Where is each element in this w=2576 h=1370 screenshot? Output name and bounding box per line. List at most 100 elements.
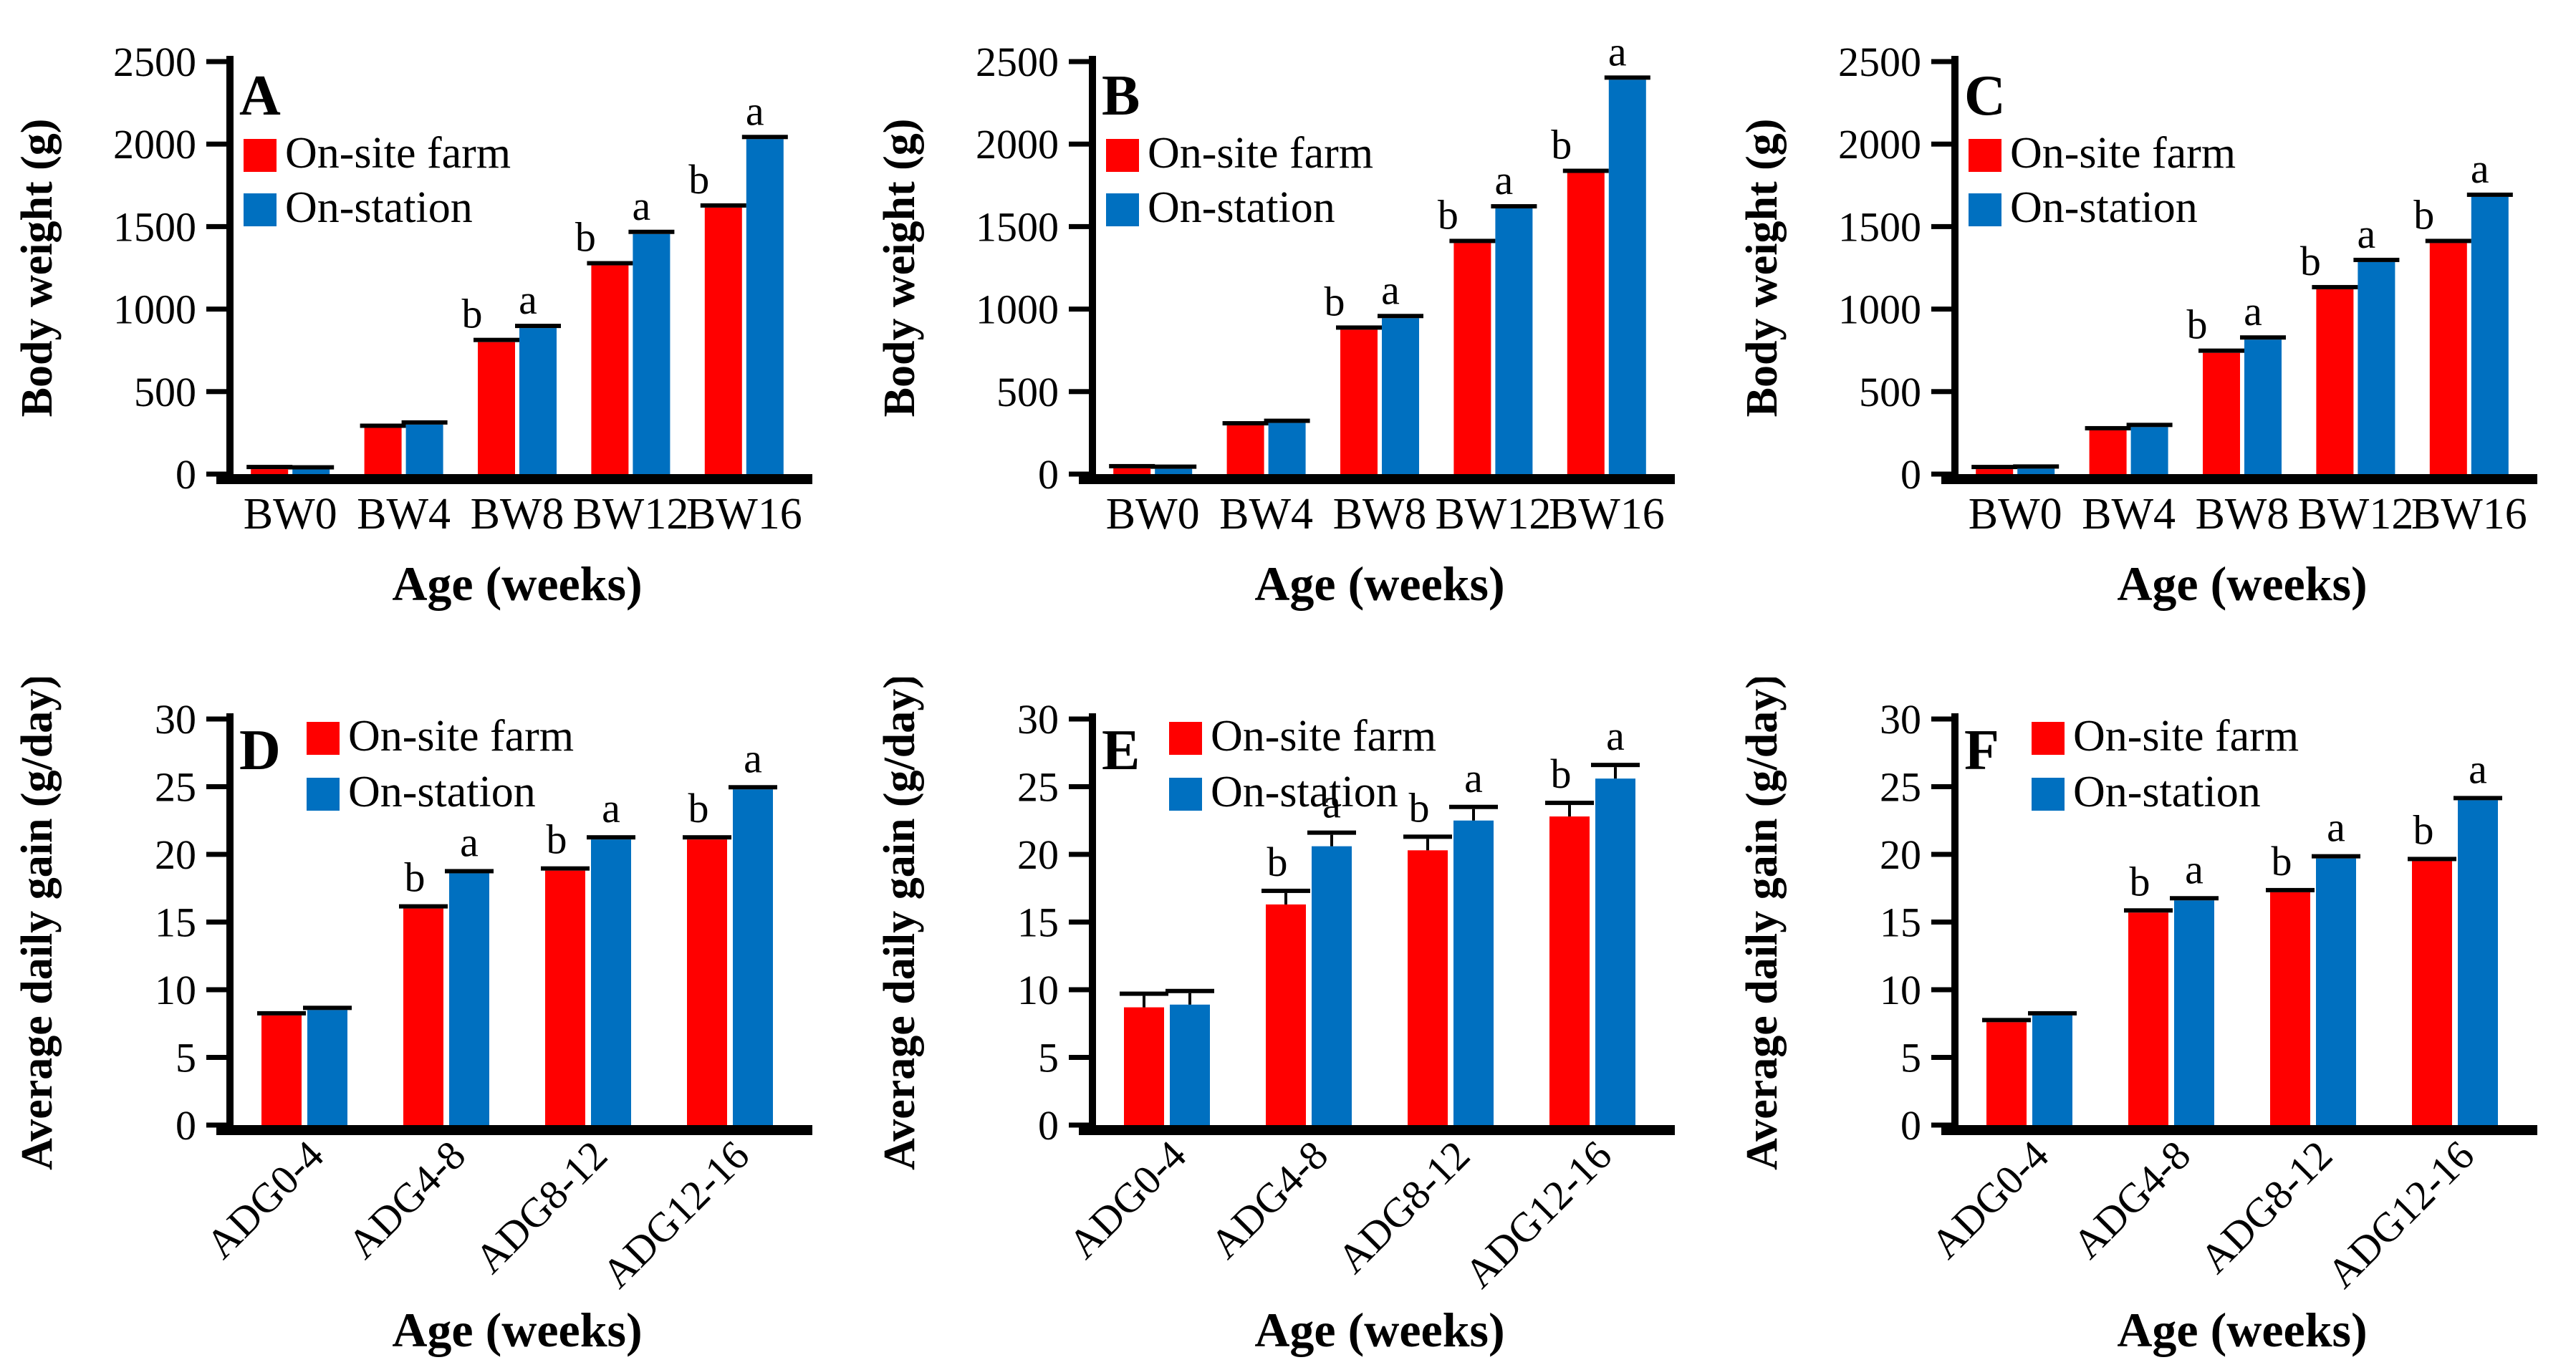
y-axis-spine [226, 56, 234, 474]
significance-letter: b [2130, 858, 2150, 905]
error-whisker [1188, 993, 1191, 1005]
error-cap [257, 1010, 306, 1016]
error-cap [2126, 423, 2173, 428]
y-tick-label: 0 [176, 1102, 196, 1149]
x-tick-label: ADG12-16 [593, 1132, 759, 1297]
bar-on-site-farm-ADG0-4 [261, 1015, 302, 1125]
significance-letter: a [2471, 145, 2489, 192]
panel-letter: F [1964, 719, 1999, 782]
bar-on-site-farm-ADG8-12 [2270, 892, 2310, 1125]
bar-on-station-ADG8-12 [591, 839, 631, 1125]
legend-swatch-on-site-farm [307, 722, 340, 755]
error-cap [2085, 425, 2131, 430]
chart-panel-d: Average daily gain (g/day) b b b a a a 0 5 10 15 20… [13, 674, 837, 1364]
x-tick-label: ADG8-12 [1328, 1132, 1479, 1282]
y-tick-label: 10 [1017, 967, 1059, 1013]
legend-swatch-on-station [1969, 193, 2001, 226]
panel-letter: A [239, 64, 281, 127]
x-axis-title: Age (weeks) [392, 556, 642, 611]
y-axis-title: Average daily gain (g/day) [883, 677, 924, 1170]
legend-swatch-on-site-farm [1106, 139, 1139, 172]
x-tick-label: BW12 [572, 490, 688, 539]
x-axis-title: Age (weeks) [392, 1303, 642, 1357]
x-tick-label: ADG12-16 [1456, 1132, 1621, 1297]
y-axis-spine [1951, 56, 1959, 474]
x-axis-title: Age (weeks) [2117, 556, 2367, 611]
legend-label: On-site farm [348, 712, 574, 761]
x-axis-spine [1941, 474, 2537, 484]
bar-on-station-BW4 [2130, 427, 2168, 474]
panel-letter: D [239, 719, 281, 782]
y-tick-label: 1500 [113, 203, 196, 250]
x-tick-label: BW12 [2297, 490, 2413, 539]
error-whisker [1472, 809, 1475, 821]
error-cap [401, 420, 448, 425]
bar-on-site-farm-ADG12-16 [687, 839, 727, 1125]
y-tick-label: 1000 [976, 286, 1059, 333]
y-tick-label: 30 [1017, 696, 1059, 743]
x-axis-spine [1941, 1125, 2537, 1135]
y-tick-mark [1069, 141, 1089, 147]
error-whisker [1330, 834, 1333, 846]
y-tick-label: 0 [1038, 1102, 1059, 1149]
bar-on-station-BW0 [1155, 468, 1193, 474]
y-tick-label: 2000 [113, 121, 196, 168]
bar-on-station-BW4 [405, 424, 443, 474]
bar-on-site-farm-BW8 [1340, 329, 1378, 474]
bar-on-site-farm-BW8 [478, 342, 515, 474]
chart-e: Average daily gain (g/day)bbbaaa05101520… [875, 674, 1675, 1357]
error-cap [515, 324, 561, 329]
significance-letter: a [1608, 28, 1627, 74]
bar-on-station-BW8 [1382, 318, 1419, 474]
bar-on-site-farm-ADG4-8 [2128, 912, 2168, 1125]
y-tick-label: 10 [1880, 967, 1921, 1013]
error-cap [2266, 887, 2315, 892]
y-tick-label: 25 [155, 764, 196, 811]
bar-on-station-BW4 [1268, 423, 1306, 474]
error-cap [1562, 168, 1609, 173]
y-tick-mark [1931, 716, 1951, 722]
error-cap [1264, 418, 1310, 423]
legend-swatch-on-site-farm [1169, 722, 1202, 755]
bar-on-site-farm-ADG0-4 [1986, 1022, 2027, 1125]
y-tick-label: 15 [155, 899, 196, 946]
y-tick-mark [1069, 716, 1089, 722]
x-tick-label: ADG12-16 [2318, 1132, 2484, 1297]
error-cap [1150, 464, 1197, 469]
chart-panel-f: Average daily gain (g/day) b b b a a a 0 5 10 15 20… [1738, 674, 2562, 1364]
error-cap [1336, 325, 1382, 330]
significance-letter: a [1606, 713, 1625, 759]
chart-f: Average daily gain (g/day)b bbaaa05101520… [1738, 674, 2537, 1357]
y-axis-title: Average daily gain (g/day) [1745, 677, 1787, 1170]
error-cap [1545, 801, 1594, 806]
bar-on-station-BW16 [746, 139, 784, 474]
error-cap [1166, 988, 1214, 993]
y-tick-mark [1931, 307, 1951, 312]
y-tick-mark [206, 59, 226, 64]
significance-letter: a [1381, 266, 1400, 313]
legend-label: On-site farm [1211, 712, 1436, 761]
y-tick-label: 2500 [113, 39, 196, 85]
chart-panel-a: Body weight (g) b b b a a a 0 500 1000 1500 2000 250… [13, 10, 837, 649]
error-cap [628, 229, 675, 234]
y-tick-label: 15 [1880, 899, 1921, 946]
error-whisker [1143, 995, 1145, 1008]
y-tick-label: 5 [1038, 1035, 1059, 1081]
x-axis-spine [216, 1125, 812, 1135]
error-cap [399, 904, 448, 909]
error-cap [1109, 463, 1155, 468]
bar-on-site-farm-BW8 [2203, 352, 2240, 474]
panel-letter: C [1964, 64, 2006, 127]
significance-letter: a [1464, 755, 1483, 801]
error-cap [1971, 465, 2018, 470]
y-tick-label: 20 [1017, 831, 1059, 878]
error-cap [303, 1005, 352, 1010]
error-cap [729, 785, 777, 790]
y-axis-title: Body weight (g) [20, 119, 62, 418]
bar-on-site-farm-BW4 [364, 428, 402, 474]
error-cap [2312, 284, 2358, 289]
legend-label: On-station [285, 183, 473, 232]
y-tick-mark [206, 716, 226, 722]
y-axis-title: Body weight (g) [1745, 119, 1787, 418]
